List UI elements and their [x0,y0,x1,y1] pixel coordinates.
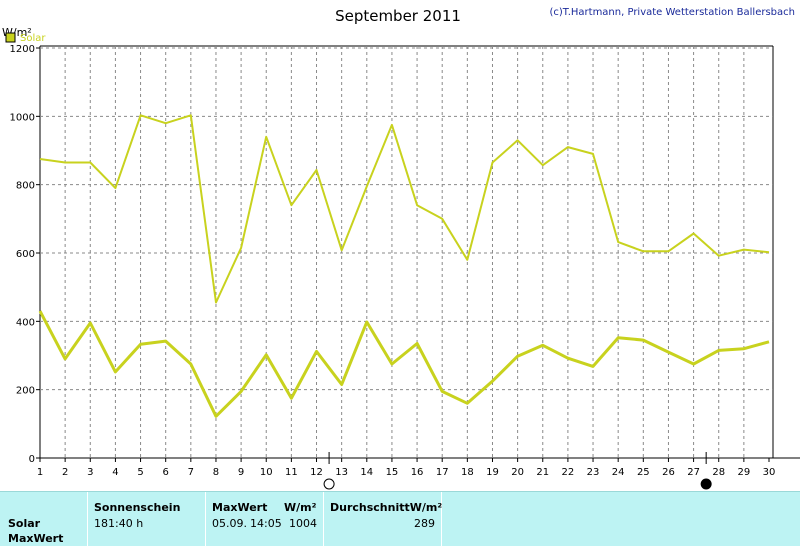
max-value: 1004 [289,517,317,530]
y-tick-label: 200 [16,386,35,397]
max-time: 14:05 [250,517,282,530]
y-tick-label: 0 [29,454,35,465]
y-tick-label: 800 [16,181,35,192]
solar-average-line [38,310,770,418]
new-moon-icon [700,478,712,490]
x-tick-label: 13 [335,467,348,478]
sunshine-column: Sonnenschein 181:40 h [88,492,206,546]
x-tick-label: 1 [37,467,43,478]
summary-table: Solar MaxWert Sonnenschein 181:40 h MaxW… [0,491,800,546]
y-tick-label: 1000 [10,112,35,123]
sunshine-header: Sonnenschein [94,501,181,514]
y-tick-label: 600 [16,249,35,260]
y-tick-label: 400 [16,317,35,328]
x-tick-label: 25 [637,467,650,478]
x-tick-label: 18 [461,467,474,478]
x-tick-label: 21 [536,467,549,478]
x-tick-label: 22 [562,467,575,478]
max-column: MaxWert W/m² 05.09. 14:05 1004 [206,492,324,546]
x-tick-label: 24 [612,467,625,478]
x-tick-label: 2 [62,467,68,478]
legend-label: Solar [20,33,46,44]
x-tick-label: 29 [737,467,750,478]
x-tick-label: 28 [712,467,725,478]
chart-title: September 2011 [335,7,461,25]
x-tick-label: 12 [310,467,323,478]
x-tick-label: 15 [386,467,399,478]
y-tick-label: 1200 [10,44,35,55]
x-tick-label: 7 [188,467,194,478]
x-tick-label: 17 [436,467,449,478]
x-tick-label: 19 [486,467,499,478]
x-tick-label: 11 [285,467,298,478]
x-tick-label: 26 [662,467,675,478]
x-tick-label: 14 [360,467,373,478]
row-labels-column: Solar MaxWert [0,492,88,546]
sunshine-value: 181:40 h [94,517,144,530]
legend-swatch [5,32,16,43]
average-value: 289 [414,517,435,530]
row-label-solar: Solar [8,517,41,530]
x-tick-label: 27 [687,467,700,478]
x-tick-label: 8 [213,467,219,478]
x-tick-label: 9 [238,467,244,478]
max-header: MaxWert [212,501,268,514]
full-moon-icon [323,478,335,490]
solar-chart: September 2011 (c)T.Hartmann, Private We… [2,7,800,490]
x-tick-label: 4 [112,467,118,478]
x-tick-label: 10 [260,467,273,478]
average-header: DurchschnittW/m² [330,501,443,514]
solar-max-line [39,114,770,304]
x-tick-label: 6 [163,467,169,478]
average-column: DurchschnittW/m² 289 [324,492,442,546]
row-label-maxwert: MaxWert [8,532,64,545]
x-tick-label: 3 [87,467,93,478]
x-tick-label: 16 [411,467,424,478]
max-date: 05.09. [212,517,247,530]
credit-text: (c)T.Hartmann, Private Wetterstation Bal… [549,7,795,18]
x-tick-label: 30 [763,467,776,478]
x-tick-label: 5 [137,467,143,478]
max-unit: W/m² [284,501,317,514]
x-tick-label: 20 [511,467,524,478]
x-tick-label: 23 [587,467,600,478]
